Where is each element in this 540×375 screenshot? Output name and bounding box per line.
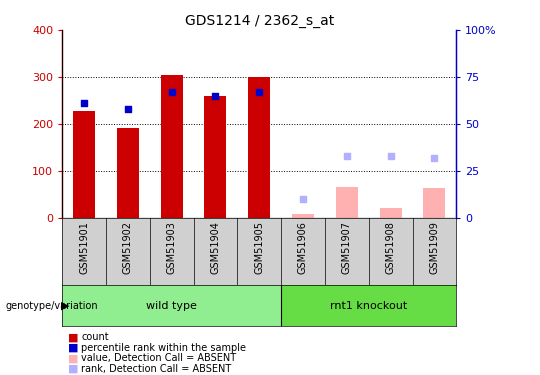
Text: GSM51907: GSM51907 xyxy=(342,221,352,274)
Text: ■: ■ xyxy=(68,354,78,363)
Text: percentile rank within the sample: percentile rank within the sample xyxy=(81,343,246,353)
Text: wild type: wild type xyxy=(146,301,197,310)
Point xyxy=(430,154,438,160)
Text: ■: ■ xyxy=(68,333,78,342)
Text: ■: ■ xyxy=(68,343,78,353)
Text: rank, Detection Call = ABSENT: rank, Detection Call = ABSENT xyxy=(81,364,231,374)
Point xyxy=(167,89,176,95)
Bar xyxy=(336,187,357,218)
Point xyxy=(211,93,220,99)
Bar xyxy=(380,208,402,218)
Title: GDS1214 / 2362_s_at: GDS1214 / 2362_s_at xyxy=(185,13,334,28)
Point xyxy=(299,196,307,202)
Bar xyxy=(73,111,95,218)
Text: genotype/variation: genotype/variation xyxy=(5,301,98,310)
Text: GSM51909: GSM51909 xyxy=(429,221,440,274)
Text: ■: ■ xyxy=(68,364,78,374)
Bar xyxy=(62,285,281,326)
Bar xyxy=(248,77,270,218)
Text: GSM51902: GSM51902 xyxy=(123,221,133,274)
Point xyxy=(80,100,89,106)
Point xyxy=(124,106,132,112)
Bar xyxy=(161,75,183,217)
Text: GSM51904: GSM51904 xyxy=(211,221,220,274)
Bar xyxy=(117,128,139,218)
Text: GSM51905: GSM51905 xyxy=(254,221,264,274)
Bar xyxy=(423,188,446,218)
Bar xyxy=(281,285,456,326)
Point xyxy=(255,89,264,95)
Text: value, Detection Call = ABSENT: value, Detection Call = ABSENT xyxy=(81,354,236,363)
Bar xyxy=(205,96,226,218)
Point xyxy=(386,153,395,159)
Text: ▶: ▶ xyxy=(60,301,69,310)
Text: GSM51906: GSM51906 xyxy=(298,221,308,274)
Text: GSM51901: GSM51901 xyxy=(79,221,89,274)
Text: count: count xyxy=(81,333,109,342)
Text: rnt1 knockout: rnt1 knockout xyxy=(330,301,407,310)
Bar xyxy=(292,214,314,217)
Point xyxy=(342,153,351,159)
Text: GSM51908: GSM51908 xyxy=(386,221,396,274)
Text: GSM51903: GSM51903 xyxy=(167,221,177,274)
